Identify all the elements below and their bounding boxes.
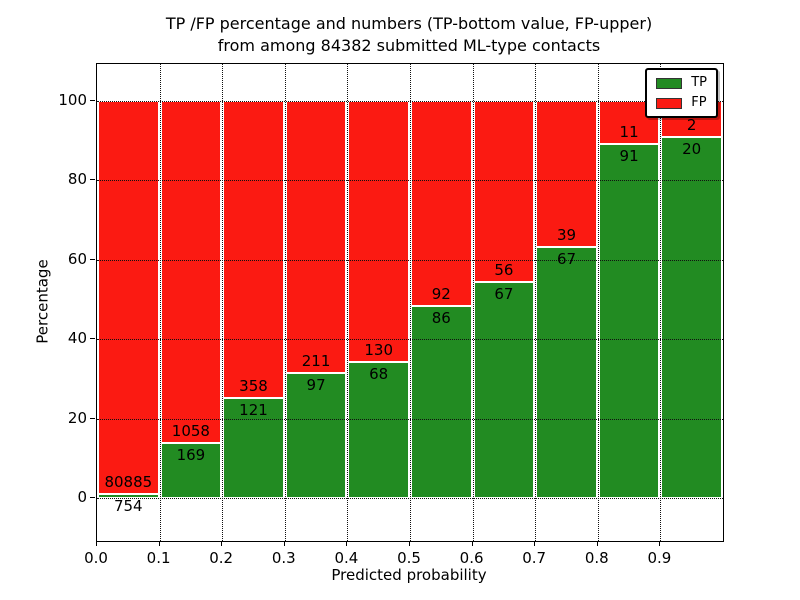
x-tick-mark: [96, 541, 97, 546]
x-tick-mark: [659, 541, 661, 546]
tp-count-label: 169: [176, 446, 206, 465]
x-tick-label: 0.3: [271, 549, 296, 567]
x-tick-label: 0.8: [584, 549, 609, 567]
tp-bar-segment: [411, 306, 472, 498]
x-gridline: [535, 64, 537, 541]
fp-count-label: 130: [364, 340, 393, 359]
y-tick-mark: [90, 100, 95, 101]
fp-count-label: 211: [301, 352, 331, 370]
fp-count-label: 1058: [171, 422, 210, 441]
fp-bar-segment: [411, 101, 472, 307]
x-gridline: [660, 64, 662, 541]
tp-bar-segment: [98, 494, 159, 498]
fp-bar-segment: [98, 101, 159, 495]
chart-title: TP /FP percentage and numbers (TP-bottom…: [9, 13, 800, 57]
x-tick-mark: [534, 541, 536, 546]
y-tick-label: 0: [77, 488, 87, 506]
fp-bar-segment: [473, 101, 535, 282]
tp-bar-segment: [348, 361, 409, 498]
fp-count-label: 11: [619, 122, 639, 141]
tp-bar-segment: [285, 373, 347, 498]
fp-count-label: 2: [686, 116, 697, 135]
y-axis-label: Percentage: [33, 259, 52, 344]
x-tick-mark: [283, 541, 285, 546]
x-gridline: [284, 64, 286, 541]
tp-bar-segment: [473, 281, 535, 498]
fp-legend-swatch: [656, 97, 683, 109]
x-tick-label: 0.5: [397, 549, 421, 567]
tp-bar-segment: [223, 397, 284, 498]
x-gridline: [222, 64, 224, 541]
tp-count-label: 97: [306, 376, 326, 394]
fp-bar-segment: [223, 101, 284, 398]
x-gridline: [410, 64, 411, 541]
x-tick-label: 0.7: [522, 549, 547, 567]
plot-area: 80885 754 1058 169 358 121 211 97 130 68 92 86 56 67 3…: [96, 63, 724, 542]
tp-count-label: 68: [369, 364, 389, 383]
y-tick-label: 80: [67, 170, 87, 189]
x-tick-label: 0.4: [334, 549, 359, 567]
y-tick-mark: [90, 497, 95, 498]
y-tick-label: 20: [67, 408, 87, 427]
x-tick-mark: [471, 541, 473, 546]
tp-legend-swatch: [656, 77, 683, 89]
fp-bar-segment: [160, 101, 222, 444]
chart-title-line2: from among 84382 submitted ML-type conta…: [217, 36, 601, 55]
tp-count-label: 67: [494, 284, 514, 303]
x-tick-label: 0.6: [459, 549, 484, 567]
tp-count-label: 20: [682, 140, 702, 159]
y-tick-label: 60: [67, 249, 87, 268]
x-tick-label: 0.1: [146, 549, 171, 567]
y-tick-label: 40: [67, 329, 87, 348]
fp-count-label: 80885: [104, 473, 153, 492]
y-tick-mark: [90, 258, 95, 260]
tp-legend-label: TP: [691, 75, 707, 90]
chart-title-line1: TP /FP percentage and numbers (TP-bottom…: [165, 14, 653, 33]
fp-bar-segment: [348, 101, 409, 362]
x-gridline: [597, 64, 599, 541]
x-gridline: [159, 64, 161, 541]
fp-count-label: 56: [494, 260, 514, 279]
tp-bar-segment: [536, 247, 597, 498]
tp-bar-segment: [598, 143, 660, 498]
x-tick-mark: [221, 541, 223, 546]
fp-count-label: 39: [556, 226, 577, 245]
x-tick-mark: [346, 541, 348, 546]
tp-count-label: 67: [556, 250, 577, 269]
x-tick-label: 0.0: [84, 549, 108, 567]
x-gridline: [347, 64, 349, 541]
x-tick-label: 0.2: [209, 549, 234, 567]
fp-legend-label: FP: [691, 95, 707, 110]
tp-count-label: 754: [113, 497, 143, 516]
legend-item-fp: FP: [656, 96, 707, 110]
y-tick-mark: [90, 338, 95, 340]
x-axis-label: Predicted probability: [331, 566, 487, 584]
y-tick-mark: [90, 179, 95, 181]
y-tick-label: 100: [58, 91, 87, 109]
fp-bar-segment: [285, 101, 347, 373]
x-tick-mark: [409, 541, 410, 546]
tp-bar-segment: [661, 137, 722, 498]
tp-count-label: 121: [239, 400, 268, 419]
legend: TP FP: [645, 68, 718, 118]
x-tick-mark: [158, 541, 160, 546]
fp-bar-segment: [536, 101, 597, 248]
tp-bar-segment: [160, 443, 222, 498]
x-tick-mark: [596, 541, 598, 546]
tp-count-label: 91: [619, 146, 639, 165]
y-tick-mark: [90, 417, 95, 419]
x-tick-label: 0.9: [647, 549, 672, 567]
x-gridline: [472, 64, 474, 541]
tp-count-label: 86: [431, 309, 451, 328]
fp-count-label: 358: [239, 376, 268, 395]
legend-item-tp: TP: [656, 76, 707, 90]
fp-count-label: 92: [431, 285, 451, 304]
